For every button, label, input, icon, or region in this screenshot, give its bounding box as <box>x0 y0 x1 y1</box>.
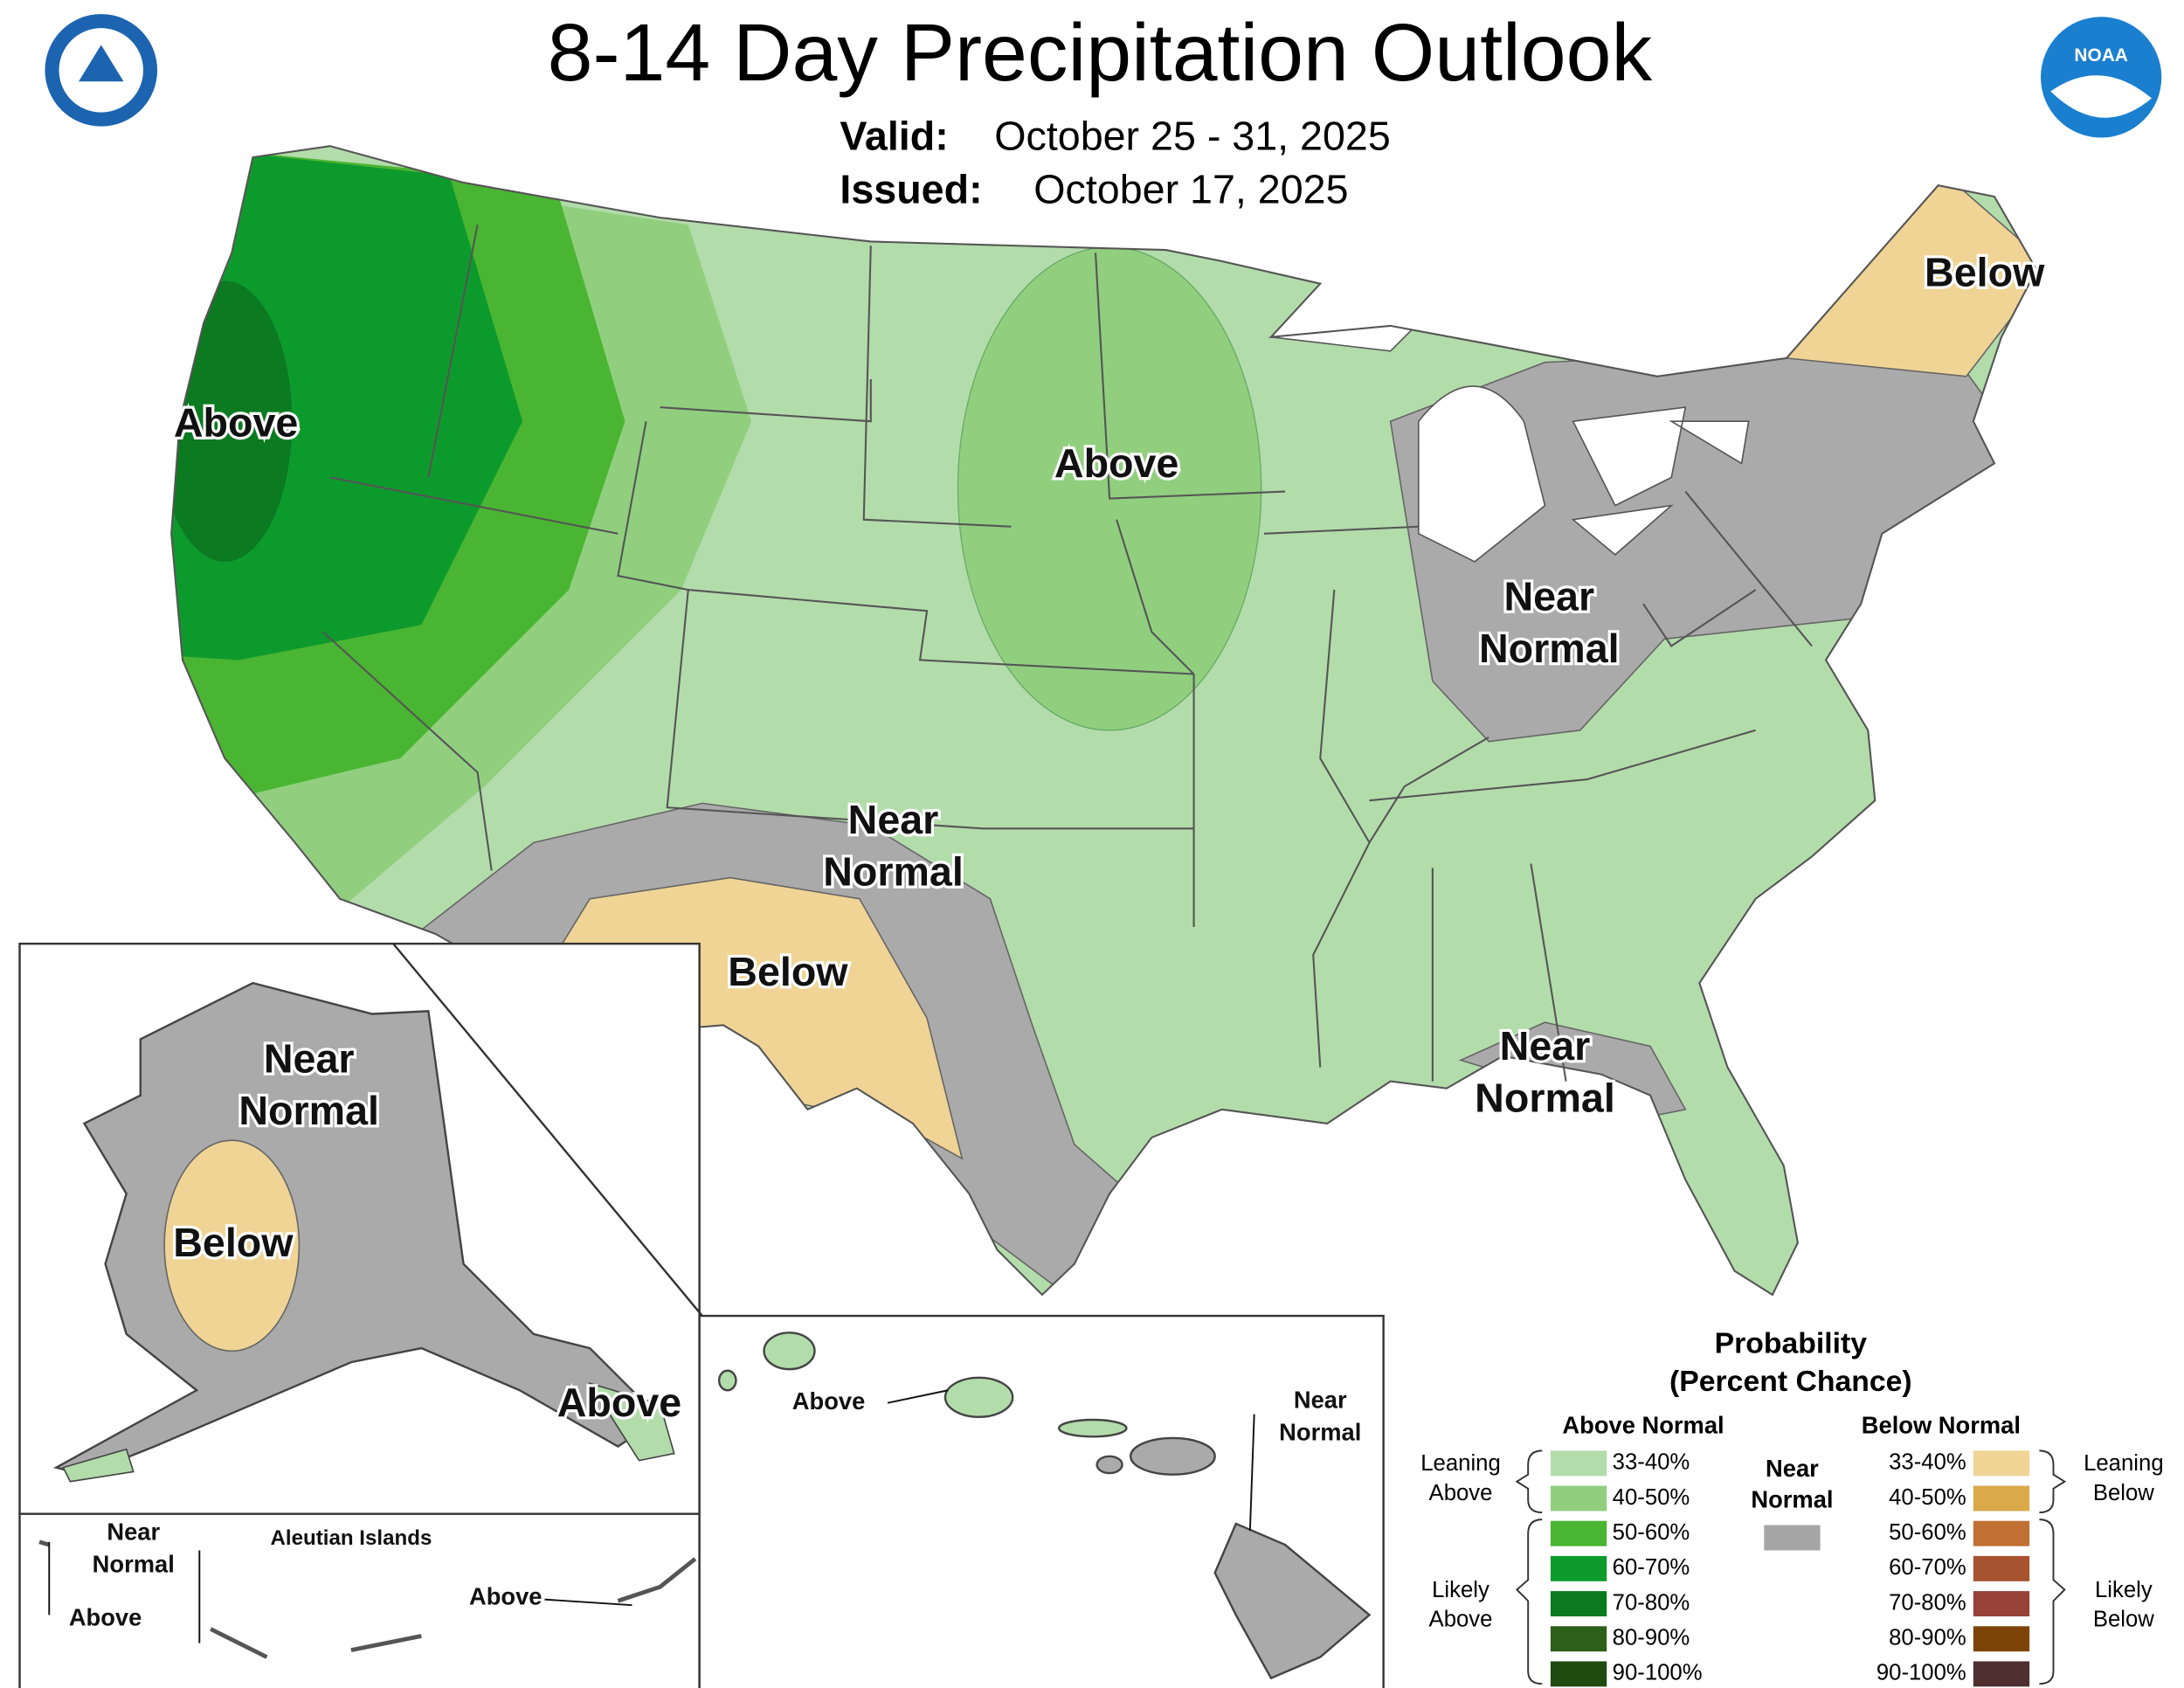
map-label: Above <box>174 399 298 445</box>
legend-swatch <box>1550 1591 1607 1617</box>
legend-group: Below <box>2093 1481 2154 1505</box>
legend-group: Above <box>1429 1481 1493 1505</box>
legend-heading: Near <box>1766 1455 1819 1482</box>
legend-range: 70-80% <box>1889 1590 1966 1615</box>
legend-group: Leaning <box>1420 1451 1501 1476</box>
map-label: Normal <box>1479 626 1620 671</box>
legend-range: 50-60% <box>1613 1520 1690 1545</box>
legend-swatch <box>1550 1555 1607 1581</box>
legend-range: 80-90% <box>1613 1626 1690 1650</box>
map-label: Below <box>1925 249 2045 294</box>
map-label: Near <box>264 1035 355 1081</box>
map-label: Above <box>1054 440 1178 486</box>
valid-label: Valid: <box>840 113 948 158</box>
title: 8-14 Day Precipitation Outlook <box>548 7 1653 98</box>
legend-range: 60-70% <box>1889 1555 1966 1580</box>
map-label: Near <box>848 797 939 842</box>
map-label: Above <box>792 1387 865 1415</box>
issued-date: October 17, 2025 <box>1033 167 1348 212</box>
legend-swatch <box>1973 1661 2030 1687</box>
legend-group: Above <box>1429 1608 1493 1632</box>
valid-dates: October 25 - 31, 2025 <box>994 113 1391 158</box>
legend-range: 70-80% <box>1613 1590 1690 1615</box>
legend-range: 33-40% <box>1889 1450 1966 1475</box>
noaa-logo-text: NOAA <box>2074 45 2127 66</box>
legend-range: 33-40% <box>1613 1450 1690 1475</box>
map-label: Above <box>557 1380 681 1425</box>
legend-swatch <box>1550 1520 1607 1546</box>
legend-group: Leaning <box>2084 1451 2164 1476</box>
map-label: Near <box>1503 574 1594 619</box>
map-label: Normal <box>823 849 964 895</box>
legend-swatch <box>1973 1626 2030 1652</box>
map-label: Near <box>107 1518 160 1545</box>
legend-swatch <box>1550 1661 1607 1687</box>
legend-title: Probability <box>1715 1327 1868 1360</box>
map-label: Normal <box>238 1088 379 1133</box>
legend-swatch <box>1973 1485 2030 1512</box>
legend-group: Likely <box>2095 1578 2153 1602</box>
legend-range: 40-50% <box>1613 1485 1690 1510</box>
legend-group: Likely <box>1432 1578 1489 1602</box>
legend-range: 60-70% <box>1613 1555 1690 1580</box>
legend-title: (Percent Chance) <box>1669 1365 1912 1398</box>
legend-range: 90-100% <box>1876 1661 1966 1685</box>
map-label: Below <box>728 949 848 994</box>
legend-swatch <box>1973 1555 2030 1581</box>
legend-swatch <box>1973 1591 2030 1617</box>
legend-range: 90-100% <box>1613 1661 1703 1685</box>
legend-heading: Below Normal <box>1862 1411 2021 1438</box>
map-label: Below <box>173 1220 294 1265</box>
legend-range: 80-90% <box>1889 1626 1966 1650</box>
legend-group: Below <box>2093 1608 2154 1632</box>
map-label: Near <box>1294 1386 1347 1413</box>
map-label: Above <box>69 1603 142 1630</box>
legend-heading: Above Normal <box>1562 1411 1724 1438</box>
legend-range: 50-60% <box>1889 1520 1966 1545</box>
legend-swatch <box>1550 1450 1607 1477</box>
map-label: Normal <box>1279 1418 1361 1445</box>
issued-label: Issued: <box>840 167 982 212</box>
map-label: Near <box>1500 1023 1591 1069</box>
legend-swatch <box>1973 1450 2030 1477</box>
legend-range: 40-50% <box>1889 1485 1966 1510</box>
legend-swatch <box>1550 1485 1607 1512</box>
map-label: Above <box>469 1582 542 1609</box>
map-label: Normal <box>1475 1075 1615 1120</box>
legend-heading: Normal <box>1751 1485 1833 1512</box>
legend-swatch <box>1973 1520 2030 1546</box>
map-label: Aleutian Islands <box>270 1526 432 1550</box>
near-normal-swatch <box>1764 1525 1821 1551</box>
legend-swatch <box>1550 1626 1607 1652</box>
map-label: Normal <box>93 1550 175 1577</box>
